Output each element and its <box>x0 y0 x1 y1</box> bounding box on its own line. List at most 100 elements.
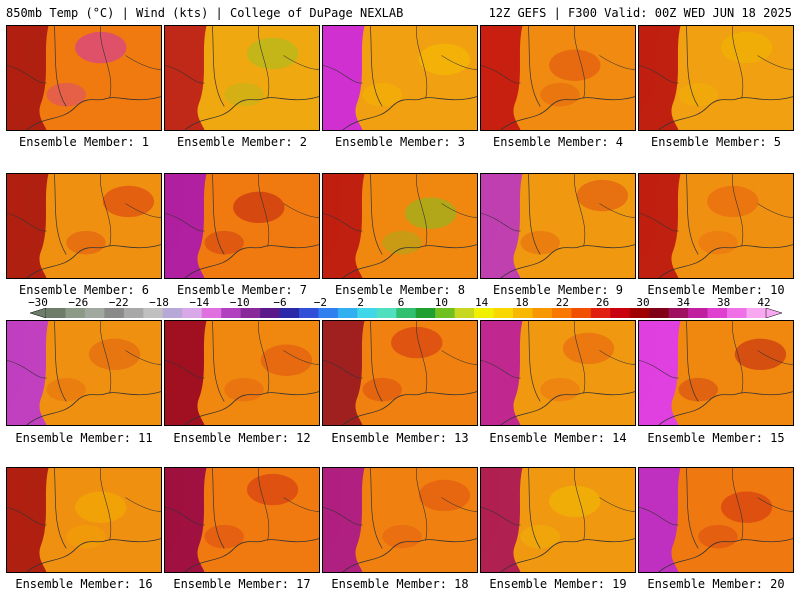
ensemble-member-label: Ensemble Member: 6 <box>18 283 150 297</box>
colorbar-segment <box>221 308 241 318</box>
colorbar-segment <box>610 308 631 318</box>
colorbar-segment <box>396 308 417 318</box>
colorbar-tick-label: 2 <box>357 296 364 309</box>
colorbar-segment <box>727 308 747 318</box>
colorbar-tick-label: 22 <box>555 296 569 309</box>
ensemble-map-3 <box>322 25 478 131</box>
ensemble-member-label: Ensemble Member: 17 <box>173 577 311 591</box>
colorbar-segment <box>435 308 455 318</box>
ensemble-map-6 <box>6 173 162 279</box>
colorbar-segment <box>707 308 728 318</box>
colorbar-segment <box>182 308 202 318</box>
colorbar-segment <box>357 308 378 318</box>
ensemble-member-label: Ensemble Member: 3 <box>334 135 466 149</box>
colorbar-segment <box>84 308 105 318</box>
ensemble-map-12 <box>164 320 320 426</box>
ensemble-member-label: Ensemble Member: 12 <box>173 431 311 445</box>
colorbar-segment <box>688 308 708 318</box>
colorbar-tick-label: −2 <box>313 296 327 309</box>
temperature-colorbar <box>30 308 782 318</box>
colorbar-segment <box>474 308 494 318</box>
ensemble-map-17 <box>164 467 320 573</box>
colorbar-segment <box>65 308 86 318</box>
colorbar-tick-label: −22 <box>108 296 129 309</box>
ensemble-member-label: Ensemble Member: 4 <box>492 135 624 149</box>
colorbar-segment <box>260 308 280 318</box>
ensemble-map-19 <box>480 467 636 573</box>
ensemble-map-13 <box>322 320 478 426</box>
ensemble-member-label: Ensemble Member: 14 <box>489 431 627 445</box>
colorbar-tick-label: 26 <box>596 296 610 309</box>
ensemble-member-label: Ensemble Member: 9 <box>492 283 624 297</box>
colorbar-segment <box>454 308 475 318</box>
ensemble-member-label: Ensemble Member: 8 <box>334 283 466 297</box>
ensemble-member-label: Ensemble Member: 5 <box>650 135 782 149</box>
ensemble-member-label: Ensemble Member: 7 <box>176 283 308 297</box>
map-title: 850mb Temp (°C) | Wind (kts) | College o… <box>6 6 404 20</box>
ensemble-map-10 <box>638 173 794 279</box>
colorbar-tick-label: 38 <box>717 296 731 309</box>
colorbar-segment <box>162 308 183 318</box>
ensemble-member-label: Ensemble Member: 18 <box>331 577 469 591</box>
colorbar-max-arrow <box>765 308 782 318</box>
colorbar-segment <box>551 308 572 318</box>
colorbar-segment <box>590 308 611 318</box>
ensemble-map-9 <box>480 173 636 279</box>
colorbar-segment <box>493 308 514 318</box>
ensemble-member-label: Ensemble Member: 10 <box>647 283 785 297</box>
colorbar-segment <box>240 308 261 318</box>
colorbar-segment <box>298 308 319 318</box>
colorbar-segment <box>376 308 397 318</box>
colorbar-segment <box>746 308 767 318</box>
colorbar-tick-label: −10 <box>229 296 250 309</box>
ensemble-map-14 <box>480 320 636 426</box>
colorbar-tick-label: 42 <box>757 296 771 309</box>
ensemble-map-7 <box>164 173 320 279</box>
colorbar-segment <box>123 308 144 318</box>
colorbar-tick-label: −6 <box>273 296 287 309</box>
colorbar-segment <box>201 308 222 318</box>
colorbar-segment <box>104 308 125 318</box>
colorbar-tick-label: 34 <box>676 296 690 309</box>
ensemble-member-label: Ensemble Member: 20 <box>647 577 785 591</box>
colorbar-segment <box>46 308 66 318</box>
colorbar-segment <box>649 308 670 318</box>
ensemble-map-1 <box>6 25 162 131</box>
ensemble-map-11 <box>6 320 162 426</box>
colorbar-tick-label: −18 <box>149 296 169 309</box>
colorbar-tick-label: 6 <box>397 296 405 309</box>
colorbar-segment <box>668 308 689 318</box>
colorbar-tick-label: −30 <box>28 296 48 309</box>
colorbar-segment <box>279 308 300 318</box>
colorbar-segment <box>318 308 339 318</box>
ensemble-member-label: Ensemble Member: 13 <box>331 431 469 445</box>
ensemble-member-label: Ensemble Member: 16 <box>15 577 153 591</box>
colorbar-segment <box>143 308 164 318</box>
colorbar-tick-label: 18 <box>515 296 529 309</box>
ensemble-map-16 <box>6 467 162 573</box>
colorbar-tick-label: 30 <box>636 296 650 309</box>
colorbar-tick-label: −14 <box>189 296 210 309</box>
ensemble-map-5 <box>638 25 794 131</box>
colorbar-segment <box>415 308 436 318</box>
model-valid-time: 12Z GEFS | F300 Valid: 00Z WED JUN 18 20… <box>488 6 792 20</box>
ensemble-map-20 <box>638 467 794 573</box>
ensemble-map-8 <box>322 173 478 279</box>
ensemble-map-4 <box>480 25 636 131</box>
ensemble-member-label: Ensemble Member: 2 <box>176 135 308 149</box>
colorbar-segment <box>571 308 592 318</box>
ensemble-map-2 <box>164 25 320 131</box>
colorbar-segment <box>337 308 358 318</box>
colorbar-min-arrow <box>30 308 47 318</box>
ensemble-map-15 <box>638 320 794 426</box>
colorbar-segment <box>629 308 650 318</box>
ensemble-member-label: Ensemble Member: 1 <box>18 135 150 149</box>
ensemble-member-label: Ensemble Member: 11 <box>15 431 153 445</box>
colorbar-segment <box>532 308 553 318</box>
colorbar-segment <box>513 308 533 318</box>
colorbar-tick-label: 10 <box>434 296 448 309</box>
colorbar-tick-label: 14 <box>475 296 489 309</box>
ensemble-member-label: Ensemble Member: 19 <box>489 577 627 591</box>
ensemble-map-18 <box>322 467 478 573</box>
colorbar-tick-label: −26 <box>68 296 89 309</box>
